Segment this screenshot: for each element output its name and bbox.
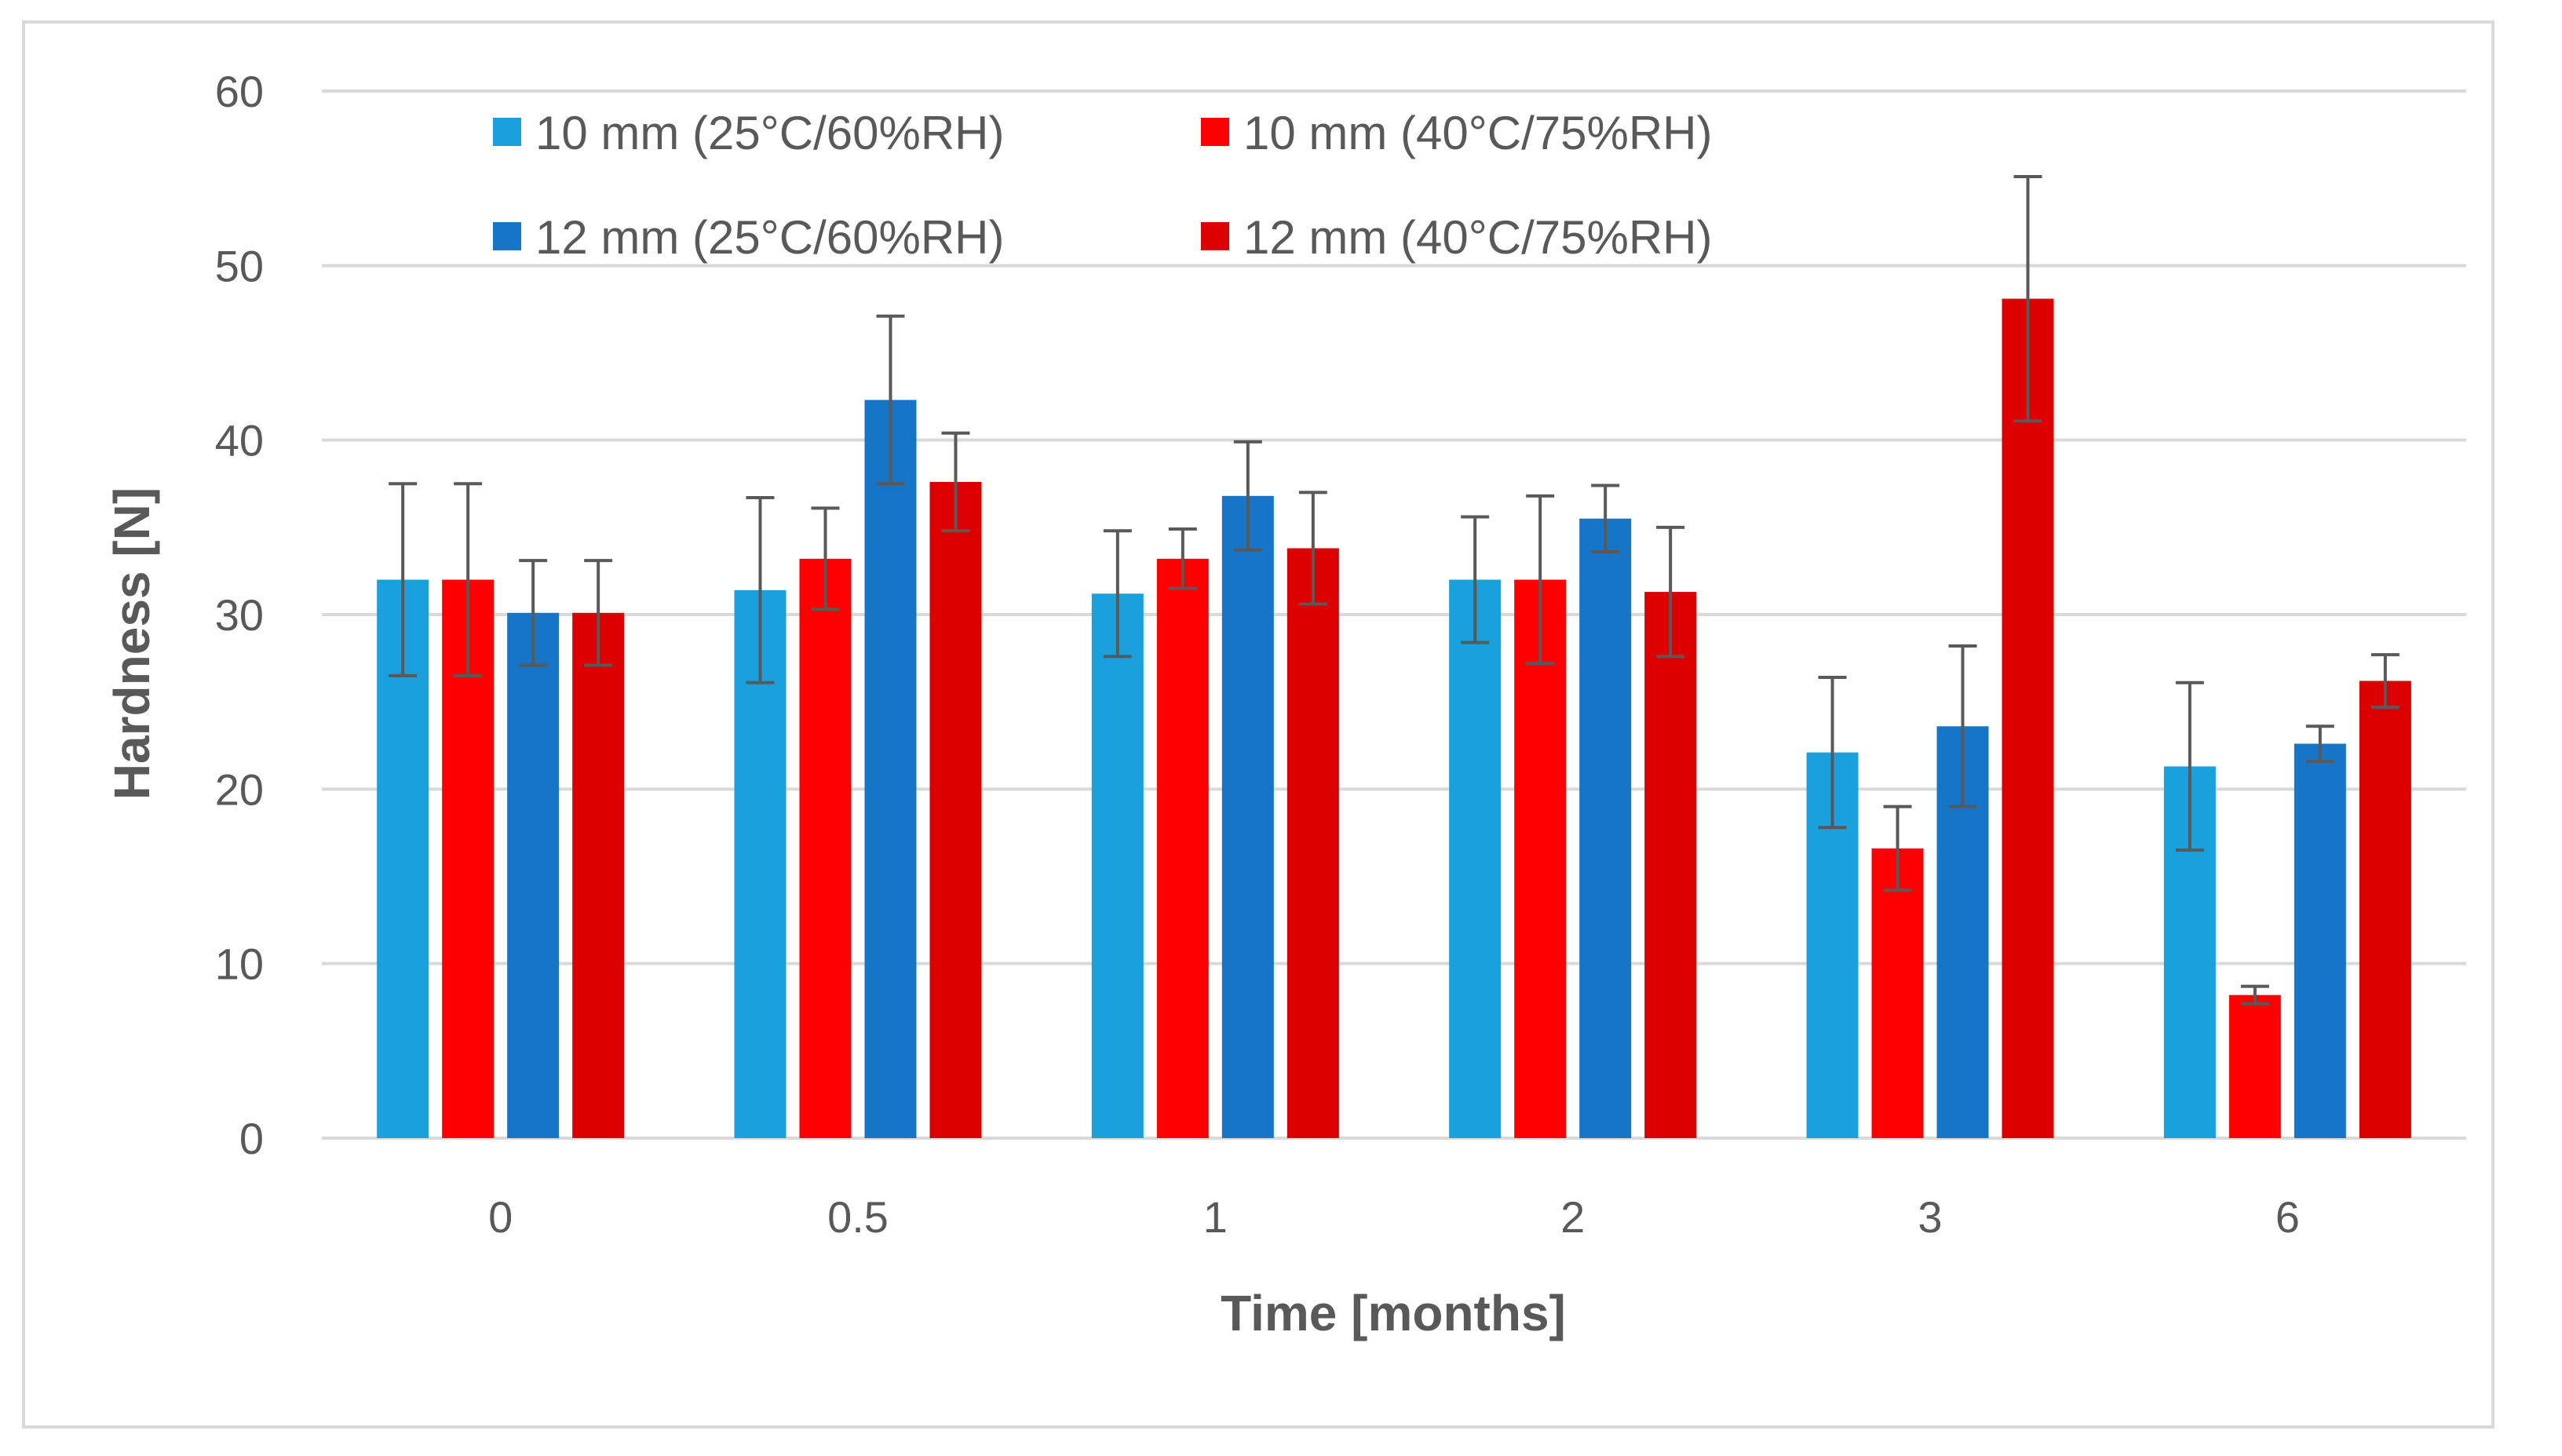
x-tick-label: 0.5 — [827, 1192, 889, 1242]
x-tick-label: 2 — [1560, 1192, 1585, 1242]
legend-label: 12 mm (40°C/75%RH) — [1243, 211, 1712, 264]
legend-label: 12 mm (25°C/60%RH) — [535, 211, 1004, 264]
y-tick-label: 60 — [215, 67, 264, 116]
legend: 10 mm (25°C/60%RH) 10 mm (40°C/75%RH) 12 m… — [493, 107, 1712, 264]
y-tick-label: 0 — [239, 1114, 264, 1163]
error-bars — [389, 174, 2400, 1005]
bar — [507, 612, 560, 1138]
bar — [2359, 681, 2411, 1138]
bar — [1579, 518, 1632, 1138]
bar — [1644, 592, 1697, 1138]
bar — [1156, 558, 1209, 1138]
bar — [2002, 298, 2054, 1138]
bar — [929, 482, 982, 1138]
y-tick-label: 30 — [215, 590, 264, 640]
bar — [572, 612, 625, 1138]
y-tick-label: 50 — [215, 241, 264, 290]
legend-label: 10 mm (25°C/60%RH) — [535, 107, 1004, 159]
bar — [1871, 848, 1924, 1138]
bar — [1449, 579, 1502, 1138]
bar — [1221, 495, 1274, 1138]
bars — [377, 298, 2411, 1138]
legend-swatch — [493, 118, 521, 146]
y-tick-label: 20 — [215, 764, 264, 814]
legend-swatch — [493, 222, 521, 250]
y-tick-labels: 0 10 20 30 40 50 60 — [215, 67, 264, 1163]
legend-swatch — [1201, 118, 1229, 146]
x-tick-label: 0 — [488, 1192, 513, 1242]
x-tick-label: 1 — [1203, 1192, 1228, 1242]
bar — [1286, 548, 1339, 1138]
y-tick-label: 40 — [215, 416, 264, 465]
x-axis-title: Time [months] — [1221, 1285, 1566, 1341]
bar — [2294, 743, 2346, 1138]
x-tick-labels: 0 0.5 1 2 3 6 — [488, 1192, 2300, 1242]
bar — [2228, 994, 2281, 1138]
bar — [864, 400, 917, 1138]
legend-swatch — [1201, 222, 1229, 250]
y-axis-title: Hardness [N] — [104, 487, 160, 800]
y-tick-label: 10 — [215, 940, 264, 989]
bar — [1091, 593, 1144, 1138]
bar — [1514, 579, 1567, 1138]
x-tick-label: 3 — [1918, 1192, 1942, 1242]
gridlines — [322, 89, 2466, 1140]
x-tick-label: 6 — [2276, 1192, 2300, 1242]
legend-label: 10 mm (40°C/75%RH) — [1243, 107, 1712, 159]
bar — [799, 558, 852, 1138]
